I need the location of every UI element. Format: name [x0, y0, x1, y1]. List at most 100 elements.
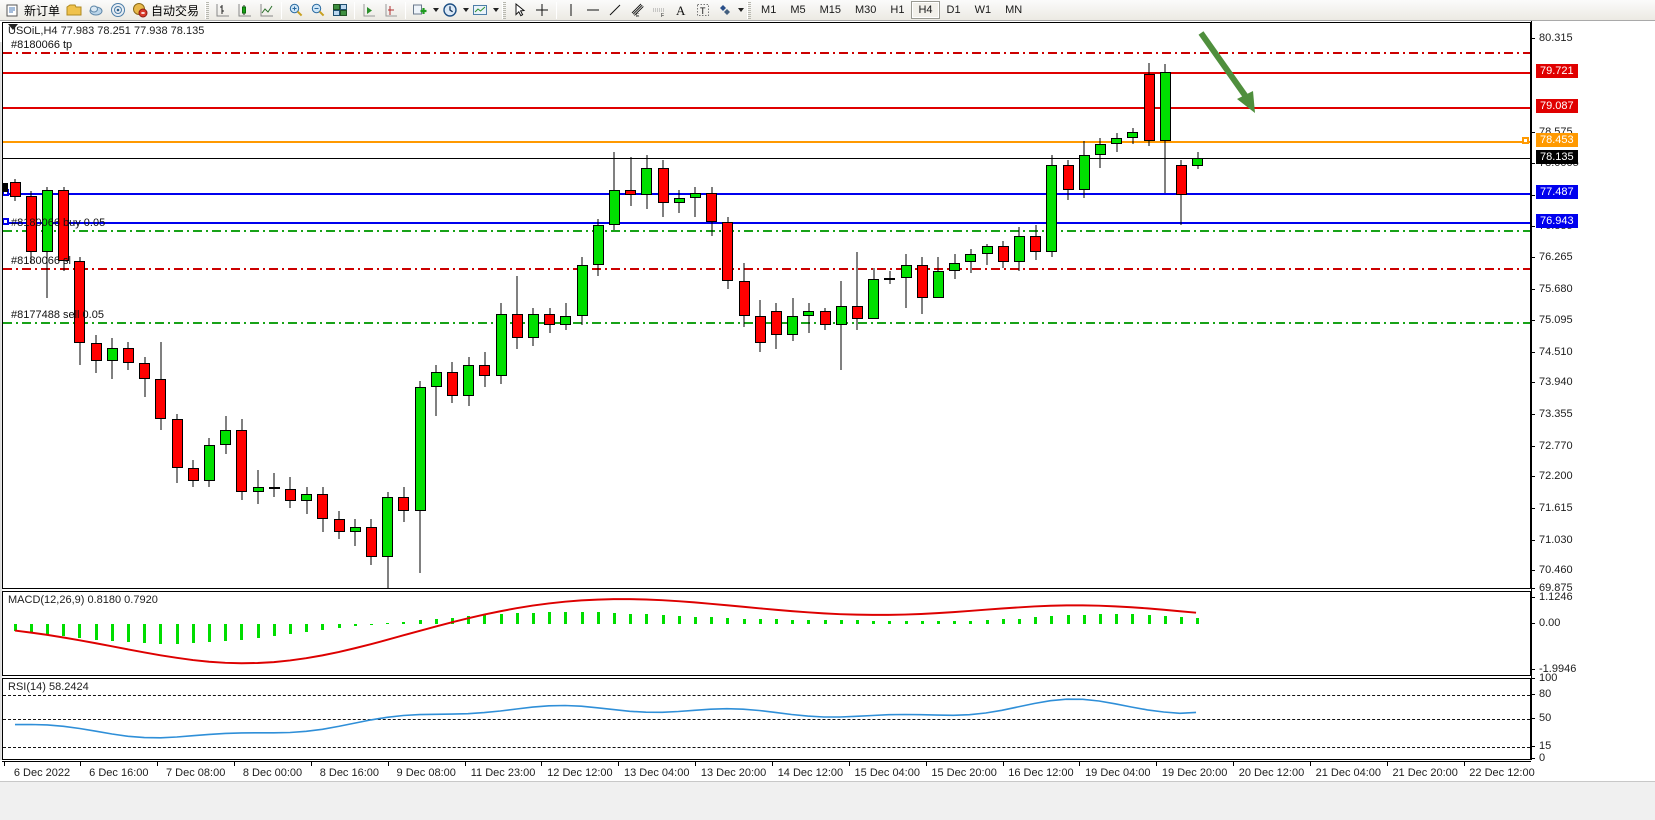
shift-end-button[interactable]	[358, 1, 380, 20]
level-line-support-1[interactable]	[3, 193, 1530, 196]
timeframe-mn[interactable]: MN	[1005, 4, 1023, 16]
folder-button[interactable]	[63, 1, 85, 20]
macd-histogram-bar	[1034, 617, 1038, 625]
templates-icon	[473, 5, 488, 15]
toolbar-grip-2[interactable]	[502, 1, 507, 19]
new-order-button[interactable]: 新订单	[2, 1, 63, 20]
auto-trading-label: 自动交易	[151, 3, 200, 18]
order-label-take-profit[interactable]: #8180066 tp	[11, 38, 73, 51]
price-tag-red[interactable]: 79.721	[1536, 64, 1578, 79]
horizontal-line-button[interactable]	[582, 1, 604, 20]
level-line-resistance-1[interactable]	[3, 72, 1530, 75]
candle-body	[706, 193, 718, 222]
shapes-button[interactable]	[714, 1, 736, 20]
period-dropdown-caret[interactable]	[463, 8, 470, 12]
templates-button[interactable]	[469, 1, 491, 20]
timeframe-m1[interactable]: M1	[761, 4, 777, 16]
fibonacci-button[interactable]: E	[626, 1, 648, 20]
candle-body	[1046, 165, 1058, 252]
auto-scroll-button[interactable]	[380, 1, 402, 20]
order-label-sell-entry[interactable]: #8177488 sell 0.05	[11, 308, 104, 321]
cloud-button[interactable]	[85, 1, 107, 20]
candle-body	[527, 313, 539, 339]
candle-body	[560, 316, 572, 325]
time-axis-label: 8 Dec 16:00	[319, 767, 380, 779]
period-button[interactable]	[439, 1, 461, 20]
timeframe-m5[interactable]: M5	[790, 4, 806, 16]
templates-dropdown-caret[interactable]	[493, 8, 500, 12]
timeframe-m30[interactable]: M30	[855, 4, 877, 16]
candle-wick	[905, 254, 907, 309]
signal-button[interactable]	[107, 1, 129, 20]
candle-body	[1078, 154, 1090, 190]
macd-histogram-bar	[1163, 615, 1167, 625]
macd-histogram-bar	[531, 612, 535, 625]
chart-menu-caret-icon[interactable]	[8, 24, 18, 30]
candle-body	[268, 486, 280, 490]
macd-histogram-bar	[985, 620, 989, 625]
level-handle-take-profit-level[interactable]	[1522, 136, 1529, 144]
level-line-support-2[interactable]	[3, 222, 1530, 225]
candle-body	[333, 518, 345, 533]
text-button[interactable]: A	[670, 1, 692, 20]
line-chart-button[interactable]	[256, 1, 278, 20]
timeframe-d1[interactable]: D1	[946, 4, 961, 16]
level-line-last-price-level[interactable]	[3, 158, 1530, 160]
timeframe-h1[interactable]: H1	[890, 4, 905, 16]
rsi-pane[interactable]: RSI(14) 58.2424	[2, 678, 1531, 760]
level-line-tp-8180066[interactable]	[3, 51, 1530, 54]
candle-body	[1062, 165, 1074, 190]
timeframe-h4[interactable]: H4	[911, 1, 940, 19]
time-axis-label: 21 Dec 20:00	[1392, 767, 1458, 779]
auto-trading-button[interactable]: 自动交易	[129, 1, 202, 20]
order-label-stop-loss[interactable]: #8180066 sl	[11, 254, 71, 267]
level-line-buy-entry-8180066[interactable]	[3, 230, 1530, 233]
candle	[868, 267, 880, 320]
macd-pane[interactable]: MACD(12,26,9) 0.8180 0.7920	[2, 591, 1531, 676]
label-button[interactable]: T	[692, 1, 714, 20]
candle	[349, 518, 361, 546]
price-tag-red[interactable]: 79.087	[1536, 98, 1578, 113]
level-line-sl-8180066[interactable]	[3, 267, 1530, 270]
vertical-line-button[interactable]	[560, 1, 582, 20]
chart-area[interactable]: USOiL,H4 77.983 78.251 77.938 78.135 #81…	[0, 21, 1655, 820]
timeframe-m15[interactable]: M15	[819, 4, 841, 16]
candle	[220, 416, 232, 454]
bar-chart-button[interactable]	[212, 1, 234, 20]
macd-histogram-bar	[726, 618, 730, 625]
candlestick-chart-button[interactable]	[234, 1, 256, 20]
signal-icon	[111, 3, 126, 17]
level-handle-support-2[interactable]	[3, 218, 9, 226]
candle-body	[1094, 143, 1106, 155]
toolbar-grip-3[interactable]	[747, 1, 752, 19]
crosshair-button[interactable]	[531, 1, 553, 20]
price-tag-black[interactable]: 78.135	[1536, 150, 1578, 165]
price-pane[interactable]: USOiL,H4 77.983 78.251 77.938 78.135 #81…	[2, 22, 1531, 589]
candle-body	[900, 265, 912, 278]
price-tag-blue[interactable]: 77.487	[1536, 185, 1578, 200]
price-tag-orange[interactable]: 78.453	[1536, 132, 1578, 147]
down-arrow-annotation[interactable]	[1193, 25, 1293, 125]
time-axis[interactable]: 6 Dec 2022 6 Dec 16:00 7 Dec 08:00 8 Dec 00…	[2, 761, 1535, 783]
candle-body	[803, 311, 815, 317]
tile-windows-button[interactable]	[329, 1, 351, 20]
toolbar-grip-1[interactable]	[205, 1, 210, 19]
cursor-button[interactable]	[509, 1, 531, 20]
trendline-button[interactable]	[604, 1, 626, 20]
level-line-sell-entry-8177488[interactable]	[3, 321, 1530, 324]
order-label-buy-entry[interactable]: #8180066 buy 0.05	[11, 217, 106, 230]
price-tick-label: 72.200	[1539, 470, 1573, 483]
candle	[106, 338, 118, 379]
level-line-take-profit-level[interactable]	[3, 140, 1530, 143]
indicators-dropdown-caret[interactable]	[433, 8, 440, 12]
channel-button[interactable]: F	[648, 1, 670, 20]
shapes-dropdown-caret[interactable]	[738, 8, 745, 12]
price-tag-blue[interactable]: 76.943	[1536, 214, 1578, 229]
candle-wick	[986, 243, 988, 266]
zoom-out-button[interactable]	[307, 1, 329, 20]
timeframe-w1[interactable]: W1	[974, 4, 992, 16]
level-line-resistance-2[interactable]	[3, 106, 1530, 109]
zoom-in-button[interactable]	[285, 1, 307, 20]
indicators-button[interactable]	[409, 1, 431, 20]
price-scale[interactable]: 80.31578.57578.000577.42076.83576.26575.…	[1531, 21, 1655, 820]
